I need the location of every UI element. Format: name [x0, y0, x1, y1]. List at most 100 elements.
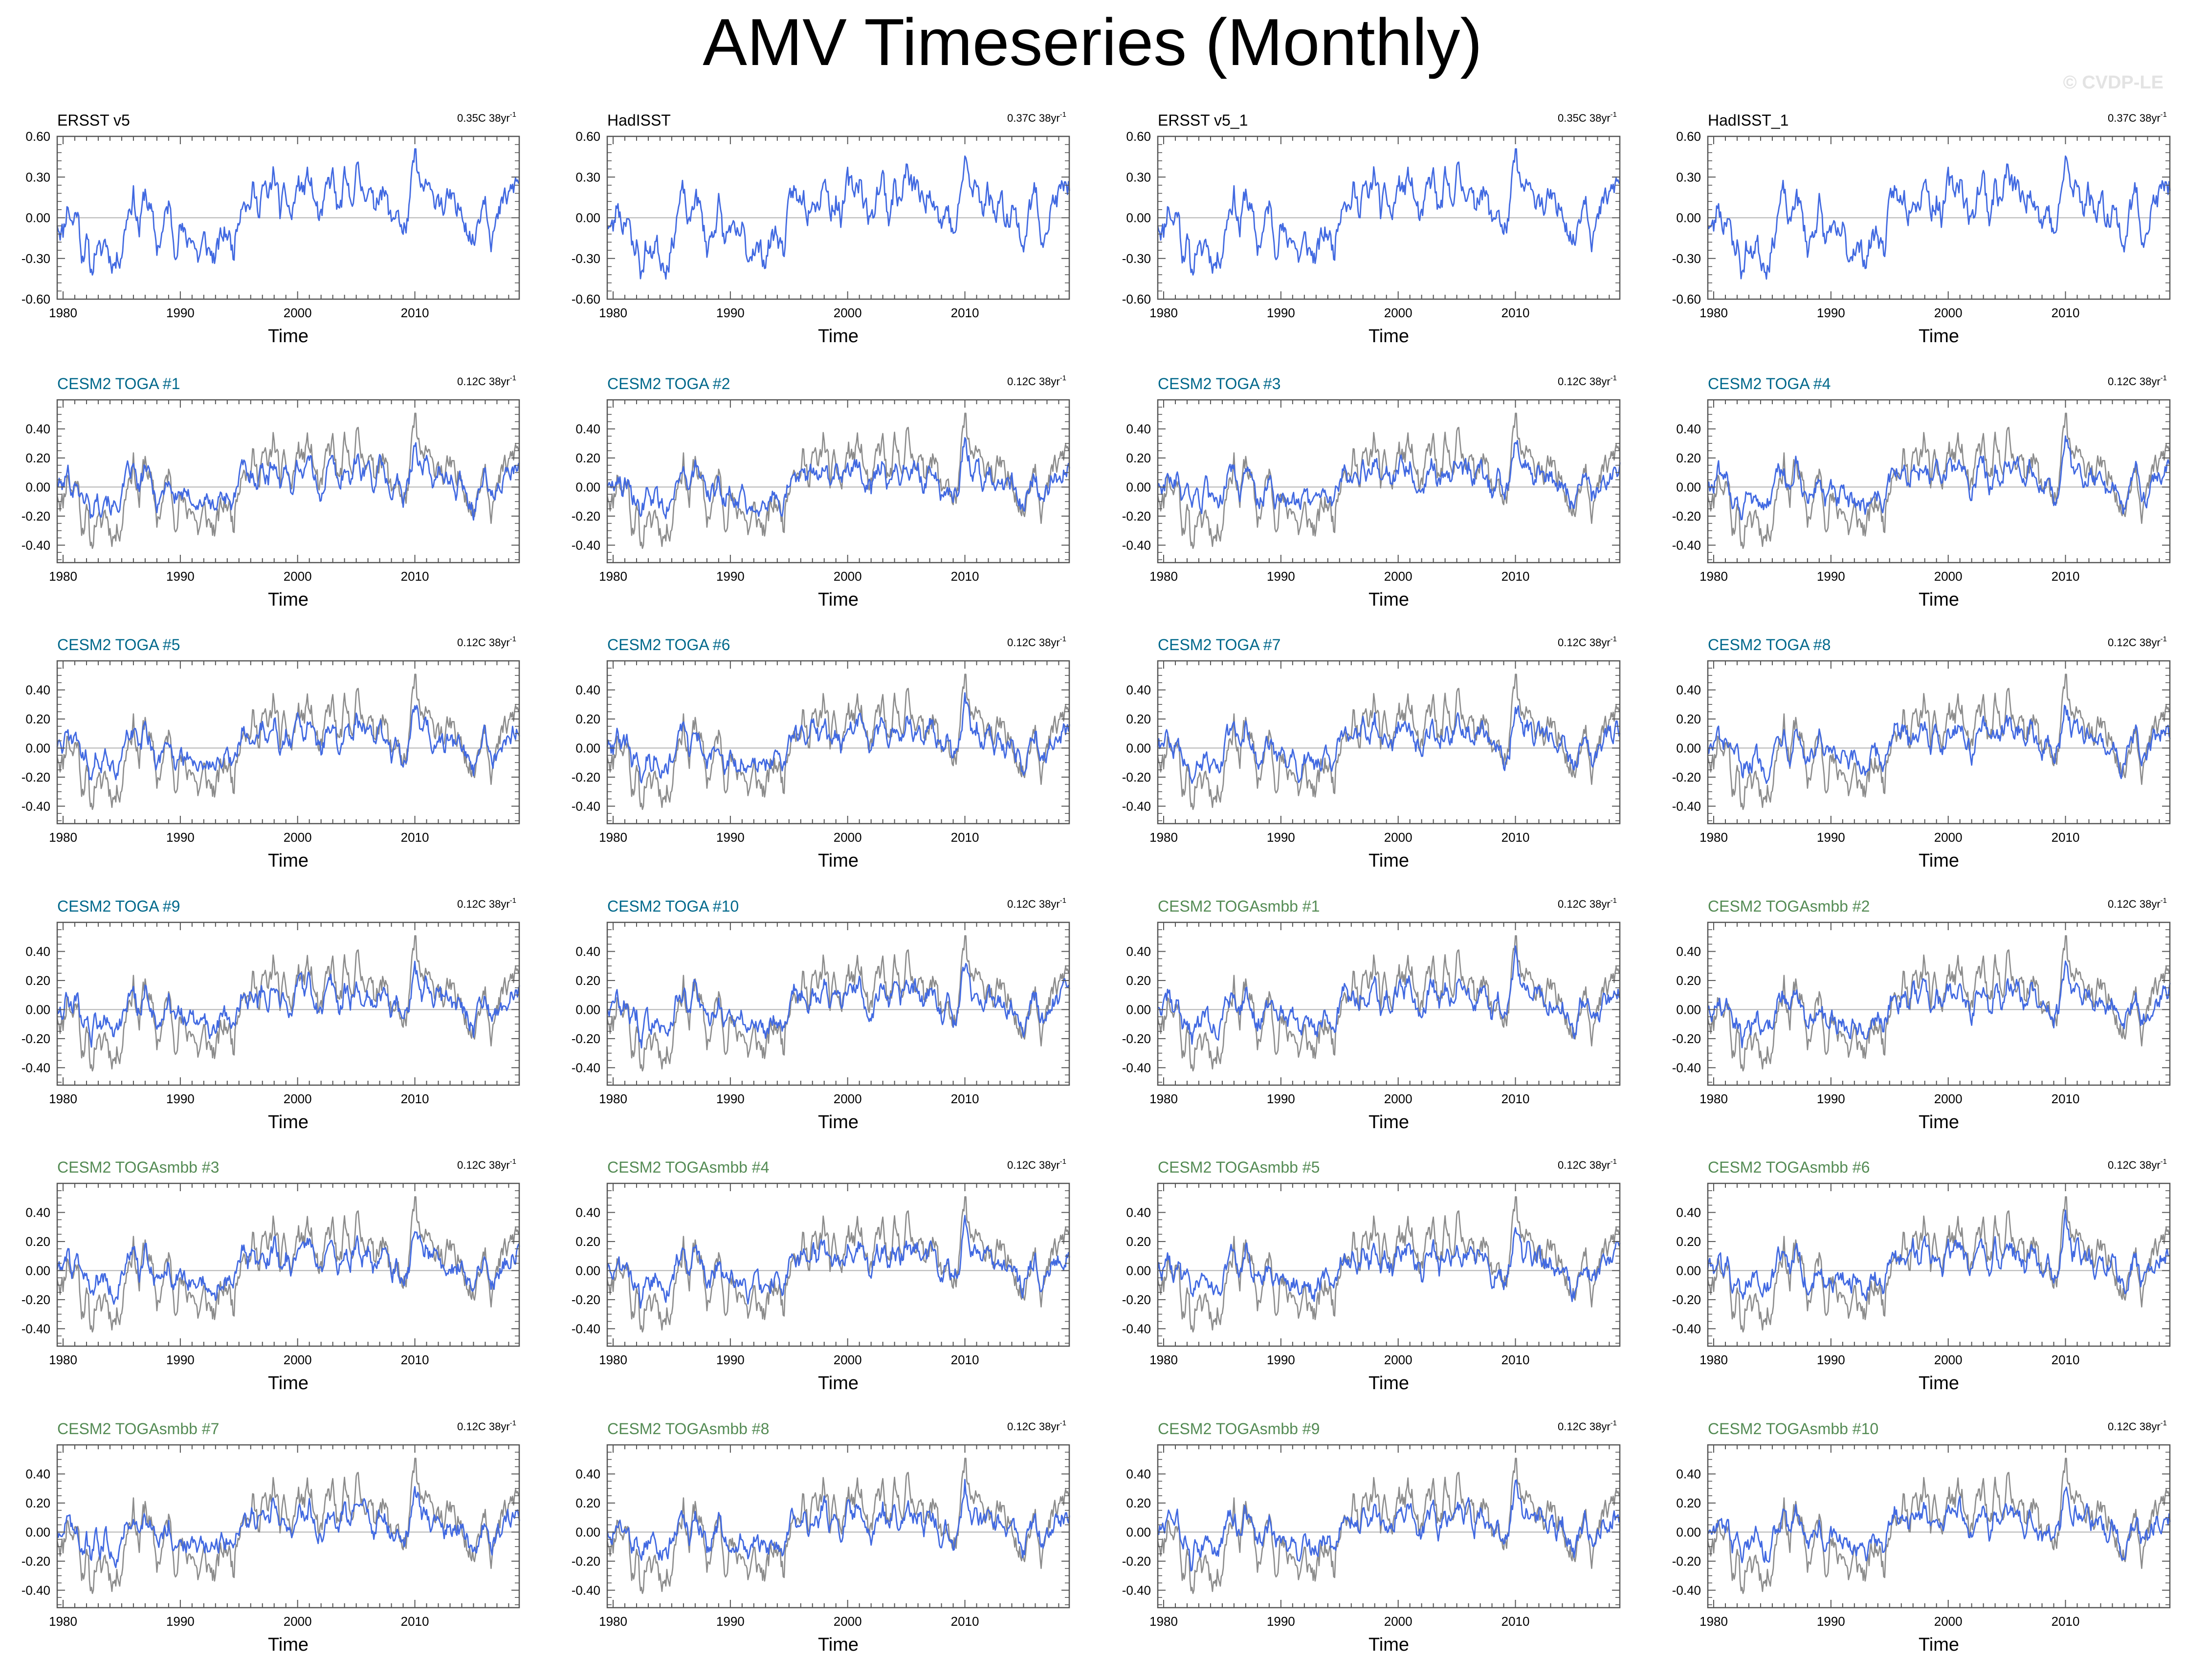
- panel-20-xtick-label: 1980: [1699, 1353, 1728, 1367]
- panel-18-xlabel: Time: [818, 1373, 859, 1394]
- panel-9-series-line: [56, 704, 520, 781]
- panel-19-ytick-label: -0.40: [1122, 1321, 1151, 1336]
- panel-18-xtick-label: 2010: [951, 1353, 979, 1367]
- panel-11-ytick-label: 0.20: [1126, 712, 1151, 726]
- panel-14-xtick-label: 2000: [834, 1091, 862, 1106]
- panel-6-title: CESM2 TOGA #2: [607, 375, 730, 393]
- panel-12-xtick-label: 2000: [1934, 830, 1963, 845]
- panel-12-ytick-label: 0.00: [1676, 741, 1701, 755]
- panel-22-xtick-label: 1990: [716, 1614, 745, 1629]
- panel-2-title: HadISST: [607, 111, 671, 129]
- panel-8-xtick-label: 2000: [1934, 569, 1963, 584]
- panel-15-ytick-label: 0.20: [1126, 973, 1151, 988]
- panel-15-xtick-label: 1980: [1149, 1091, 1178, 1106]
- panel-16-frame: [1707, 921, 2171, 1086]
- panel-6-xtick-label: 2000: [834, 569, 862, 584]
- panel-4-trend-label: 0.37C 38yr-1: [2108, 110, 2167, 124]
- panel-23-xlabel: Time: [1368, 1635, 1409, 1655]
- panel-23-ytick-label: 0.00: [1126, 1525, 1151, 1539]
- panel-2-ytick-label: -0.60: [572, 292, 600, 306]
- panel-10-xlabel: Time: [818, 851, 859, 871]
- panel-18-ytick-label: 0.40: [575, 1205, 600, 1220]
- panel-12-ytick-label: 0.40: [1676, 682, 1701, 697]
- panel-10-ytick-label: 0.20: [575, 712, 600, 726]
- panel-13-title: CESM2 TOGA #9: [57, 897, 180, 915]
- panel-1-xtick-label: 1990: [166, 305, 195, 320]
- panel-13-xlabel: Time: [268, 1112, 309, 1133]
- panel-6-ytick-label: 0.20: [575, 451, 600, 465]
- panel-21-frame: [56, 1444, 520, 1609]
- panel-22-series-line: [606, 1479, 1070, 1561]
- panel-24-ytick-label: 0.40: [1676, 1466, 1701, 1481]
- panel-13-series-line: [56, 960, 520, 1048]
- panel-3-trend-label: 0.35C 38yr-1: [1558, 110, 1617, 124]
- panel-1-series-line: [56, 148, 520, 276]
- panel-5-title: CESM2 TOGA #1: [57, 375, 180, 393]
- panel-16-ytick-label: 0.20: [1676, 973, 1701, 988]
- panel-14-xtick-label: 1980: [599, 1091, 627, 1106]
- panel-8-ytick-label: -0.40: [1672, 538, 1701, 552]
- panel-20-ytick-label: 0.20: [1676, 1234, 1701, 1249]
- panel-11-title: CESM2 TOGA #7: [1158, 636, 1280, 654]
- panel-7-frame: [1157, 399, 1621, 564]
- panel-18-ytick-label: -0.20: [572, 1292, 600, 1307]
- panel-17-title: CESM2 TOGAsmbb #3: [57, 1158, 219, 1176]
- panel-24-frame: [1707, 1444, 2171, 1609]
- panel-6-ytick-label: -0.20: [572, 509, 600, 524]
- panel-22-frame: [606, 1444, 1070, 1609]
- panel-11-xtick-label: 1980: [1149, 830, 1178, 845]
- panel-23-ytick-label: -0.40: [1122, 1583, 1151, 1597]
- panel-20-xtick-label: 2000: [1934, 1353, 1963, 1367]
- panel-11-series-line: [1157, 705, 1621, 784]
- panel-15-title: CESM2 TOGAsmbb #1: [1158, 897, 1320, 915]
- panel-9-xlabel: Time: [268, 851, 309, 871]
- panel-4-ytick-label: 0.00: [1676, 211, 1701, 225]
- panel-2-ytick-label: -0.30: [572, 251, 600, 266]
- panel-17-xtick-label: 2000: [284, 1353, 312, 1367]
- panel-15-obs-series-line: [1157, 935, 1621, 1072]
- panel-17-frame: [56, 1182, 520, 1347]
- panel-15-series-line: [1157, 945, 1621, 1045]
- panel-20-xlabel: Time: [1919, 1373, 1959, 1394]
- panel-13-frame: [56, 921, 520, 1086]
- panel-3-ytick-label: 0.30: [1126, 170, 1151, 184]
- panel-23-frame: [1157, 1444, 1621, 1609]
- panel-16-ytick-label: -0.20: [1672, 1031, 1701, 1046]
- panel-1-xtick-label: 1980: [49, 305, 77, 320]
- panel-15-ytick-label: 0.40: [1126, 944, 1151, 959]
- panel-2-xlabel: Time: [818, 326, 859, 347]
- panel-19-ytick-label: -0.20: [1122, 1292, 1151, 1307]
- panel-17-ytick-label: 0.00: [25, 1263, 50, 1278]
- panel-13-ytick-label: 0.20: [25, 973, 50, 988]
- panel-15-trend-label: 0.12C 38yr-1: [1558, 896, 1617, 910]
- panel-9-xtick-label: 2000: [284, 830, 312, 845]
- panel-4-xtick-label: 2010: [2052, 305, 2080, 320]
- panel-3-xtick-label: 1980: [1149, 305, 1178, 320]
- panel-21-xtick-label: 2010: [401, 1614, 429, 1629]
- panel-22-xlabel: Time: [818, 1635, 859, 1655]
- panel-6-series-line: [606, 437, 1070, 520]
- panel-7-trend-label: 0.12C 38yr-1: [1558, 374, 1617, 388]
- panel-16-xtick-label: 1990: [1817, 1091, 1845, 1106]
- panel-15-xtick-label: 1990: [1267, 1091, 1295, 1106]
- panel-10-title: CESM2 TOGA #6: [607, 636, 730, 654]
- panel-2-xtick-label: 1990: [716, 305, 745, 320]
- panel-11-ytick-label: 0.00: [1126, 741, 1151, 755]
- panel-14-obs-series-line: [606, 935, 1070, 1072]
- panel-22-ytick-label: -0.20: [572, 1554, 600, 1569]
- panel-2-trend-label: 0.37C 38yr-1: [1007, 110, 1066, 124]
- panel-9-xtick-label: 1990: [166, 830, 195, 845]
- panel-23-series-line: [1157, 1479, 1621, 1572]
- panel-7-xlabel: Time: [1368, 589, 1409, 610]
- panel-3-xtick-label: 1990: [1267, 305, 1295, 320]
- panel-7-xtick-label: 2000: [1384, 569, 1413, 584]
- panel-16-ytick-label: 0.40: [1676, 944, 1701, 959]
- panel-7-ytick-label: 0.40: [1126, 421, 1151, 436]
- panel-22-ytick-label: 0.40: [575, 1466, 600, 1481]
- panel-11-obs-series-line: [1157, 674, 1621, 810]
- panel-13-ytick-label: -0.20: [22, 1031, 50, 1046]
- panel-9-xtick-label: 2010: [401, 830, 429, 845]
- panel-5-xlabel: Time: [268, 589, 309, 610]
- panel-7-ytick-label: -0.40: [1122, 538, 1151, 552]
